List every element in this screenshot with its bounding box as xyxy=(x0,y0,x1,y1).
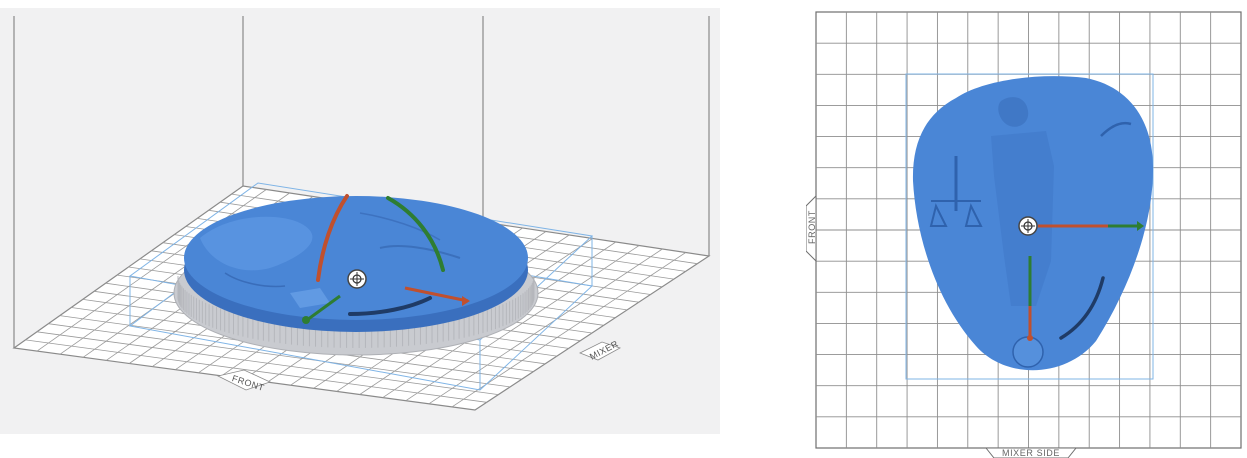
move-z-knob[interactable] xyxy=(1027,335,1033,341)
rotate-y-handle[interactable] xyxy=(386,196,445,272)
move-x-arrowhead xyxy=(462,296,470,306)
mixer-side-label: MIXER SIDE xyxy=(1002,448,1060,458)
rotate-z-handle[interactable] xyxy=(348,296,432,316)
model-bounding-box-top xyxy=(905,73,1154,380)
rotate-gizmo[interactable] xyxy=(302,194,470,324)
top-scene: FRONT MIXER SIDE xyxy=(806,11,1242,458)
rotate-handle-top[interactable] xyxy=(1059,276,1105,340)
perspective-viewport[interactable]: FRONT MIXER xyxy=(0,8,720,434)
move-arrows-icon[interactable] xyxy=(347,269,367,289)
rotate-x-handle[interactable] xyxy=(316,194,349,282)
front-tab-top: FRONT xyxy=(806,194,817,263)
grid-line xyxy=(451,252,686,408)
move-y-arrowhead-top xyxy=(1137,221,1144,231)
move-arrows-icon[interactable] xyxy=(1018,216,1038,236)
mixer-side-tab: MIXER SIDE xyxy=(984,447,1078,458)
move-x-arrow[interactable] xyxy=(404,286,469,303)
move-y-knob[interactable] xyxy=(302,316,310,324)
front-label-top: FRONT xyxy=(807,210,817,244)
model-coin[interactable] xyxy=(184,196,528,332)
grid-line xyxy=(428,248,663,405)
grid-line xyxy=(405,245,640,402)
top-viewport[interactable]: FRONT MIXER SIDE xyxy=(806,6,1247,458)
perspective-scene: FRONT MIXER xyxy=(12,16,711,411)
rotate-gizmo-top[interactable] xyxy=(1018,216,1144,341)
move-y-arrow[interactable] xyxy=(306,294,341,322)
side-tab: MIXER xyxy=(579,338,621,362)
